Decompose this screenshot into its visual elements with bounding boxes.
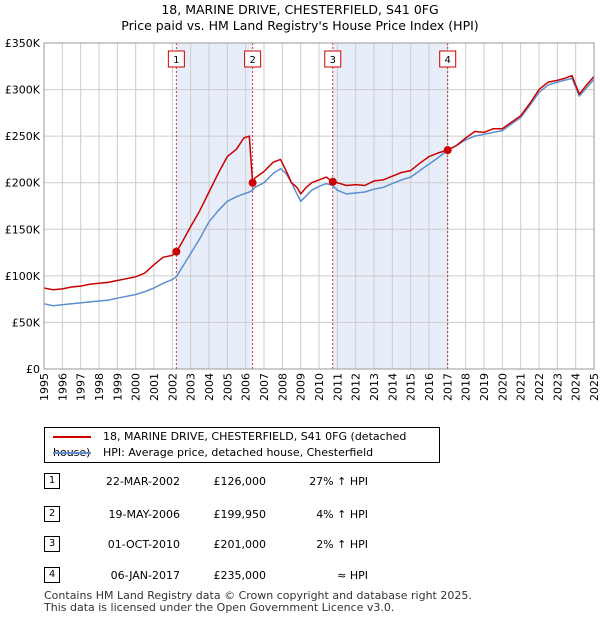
x-tick-label: 2021	[515, 373, 528, 401]
x-tick-label: 1999	[111, 373, 124, 401]
sale-point	[328, 177, 337, 186]
x-tick-label: 2004	[203, 373, 216, 401]
y-tick-label: £150K	[5, 223, 41, 236]
x-tick-label: 2000	[130, 373, 143, 401]
sale-number: 1	[44, 473, 60, 489]
y-tick-label: £250K	[5, 130, 41, 143]
x-tick-label: 2010	[313, 373, 326, 401]
sale-row: 1 22-MAR-2002 £126,000 27% ↑ HPI	[44, 473, 404, 490]
chart-subtitle: Price paid vs. HM Land Registry's House …	[121, 18, 479, 33]
sale-number: 2	[44, 506, 60, 522]
x-tick-label: 2024	[570, 373, 583, 401]
price-chart: 1 2 3 4 £0 £50K £100K £150K £200K £250K £300K £350…	[5, 37, 600, 401]
legend-label-hpi: HPI: Average price, detached house, Ches…	[103, 446, 374, 459]
x-tick-label: 2009	[295, 373, 308, 401]
sale-number: 4	[44, 567, 60, 583]
sale-marker-label: 2	[249, 55, 255, 66]
x-tick-label: 2025	[588, 373, 600, 401]
x-tick-label: 2006	[240, 373, 253, 401]
legend-item-property: 18, MARINE DRIVE, CHESTERFIELD, S41 0FG …	[53, 429, 439, 459]
y-tick-label: £50K	[12, 316, 41, 329]
chart-title: 18, MARINE DRIVE, CHESTERFIELD, S41 0FG	[161, 2, 439, 17]
sale-hpi-diff: 27% ↑ HPI	[309, 475, 368, 488]
sale-point	[248, 178, 257, 187]
sale-marker-label: 1	[173, 55, 179, 66]
x-tick-label: 1998	[93, 373, 106, 401]
series-lines	[43, 74, 595, 307]
x-tick-label: 2007	[258, 373, 271, 401]
x-tick-label: 1997	[75, 373, 88, 401]
sale-point	[443, 146, 452, 155]
sale-row: 2 19-MAY-2006 £199,950 4% ↑ HPI	[44, 506, 404, 523]
plot-border	[43, 42, 595, 370]
sale-date: 06-JAN-2017	[110, 569, 180, 582]
sale-marker-box	[439, 50, 457, 68]
y-tick-label: £100K	[5, 270, 41, 283]
sale-row: 4 06-JAN-2017 £235,000 ≈ HPI	[44, 567, 404, 584]
legend-item-hpi: HPI: Average price, detached house, Ches…	[53, 445, 373, 461]
sale-hpi-diff: ≈ HPI	[337, 569, 368, 582]
x-tick-label: 2013	[368, 373, 381, 401]
x-tick-label: 2016	[423, 373, 436, 401]
sale-hpi-diff: 4% ↑ HPI	[316, 508, 368, 521]
legend: 18, MARINE DRIVE, CHESTERFIELD, S41 0FG …	[44, 427, 440, 463]
y-tick-label: £350K	[5, 37, 41, 50]
sale-marker-box	[324, 50, 342, 68]
x-tick-label: 2022	[533, 373, 546, 401]
x-tick-label: 2005	[221, 373, 234, 401]
sale-markers: 1 2 3 4	[167, 50, 457, 68]
y-tick-label: £200K	[5, 177, 41, 190]
sale-row: 3 01-OCT-2010 £201,000 2% ↑ HPI	[44, 536, 404, 553]
sale-date: 22-MAR-2002	[105, 475, 180, 488]
x-tick-label: 2008	[276, 373, 289, 401]
sale-price: £126,000	[213, 475, 267, 488]
sale-points	[172, 146, 452, 256]
y-tick-label: £300K	[5, 84, 41, 97]
footer-copyright: Contains HM Land Registry data © Crown c…	[44, 589, 472, 602]
x-tick-label: 2001	[148, 373, 161, 401]
shaded-range	[176, 43, 253, 369]
x-tick-label: 2002	[166, 373, 179, 401]
legend-swatch-hpi	[53, 452, 91, 454]
legend-swatch-property	[53, 436, 91, 438]
footer-licence: This data is licensed under the Open Gov…	[44, 601, 395, 614]
x-tick-label: 2015	[405, 373, 418, 401]
y-tick-label: £0	[26, 363, 40, 376]
x-tick-label: 2011	[331, 373, 344, 401]
x-tick-label: 1995	[38, 373, 51, 401]
x-tick-label: 2017	[441, 373, 454, 401]
x-tick-label: 2023	[551, 373, 564, 401]
shaded-range	[332, 43, 448, 369]
sale-number: 3	[44, 536, 60, 552]
x-tick-label: 2012	[350, 373, 363, 401]
property-price-line	[43, 74, 595, 291]
sale-price: £201,000	[213, 538, 267, 551]
footer: Contains HM Land Registry data © Crown c…	[44, 590, 472, 614]
sale-marker-box	[167, 50, 185, 68]
axes: £0 £50K £100K £150K £200K £250K £300K £350K 1995…	[5, 37, 600, 401]
sale-date: 01-OCT-2010	[107, 538, 180, 551]
sale-price: £199,950	[213, 508, 267, 521]
sale-date: 19-MAY-2006	[108, 508, 180, 521]
sale-marker-box	[244, 50, 262, 68]
x-tick-label: 2018	[460, 373, 473, 401]
sale-hpi-diff: 2% ↑ HPI	[316, 538, 368, 551]
hpi-line	[43, 77, 595, 307]
sale-point	[172, 247, 181, 256]
sale-marker-label: 4	[445, 55, 451, 66]
x-tick-label: 2003	[185, 373, 198, 401]
x-tick-label: 2020	[496, 373, 509, 401]
sale-price: £235,000	[213, 569, 267, 582]
x-tick-label: 2014	[386, 373, 399, 401]
x-tick-label: 2019	[478, 373, 491, 401]
x-tick-label: 1996	[56, 373, 69, 401]
sale-marker-label: 3	[330, 55, 336, 66]
